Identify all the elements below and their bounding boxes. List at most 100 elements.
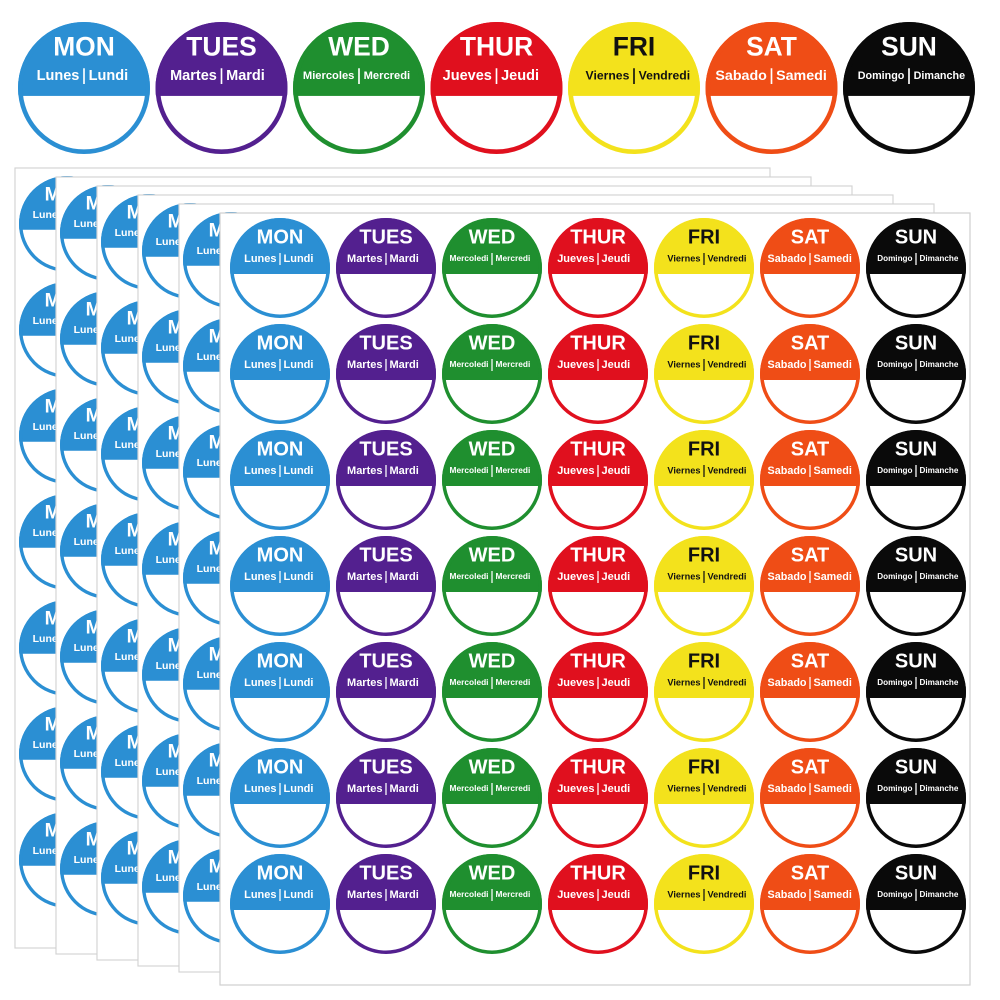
sticker: THUR Jueves Jeudi bbox=[430, 22, 563, 154]
sticker-left: Domingo bbox=[858, 70, 905, 82]
sticker-border bbox=[654, 324, 754, 424]
sticker: THUR Jueves Jeudi bbox=[548, 430, 648, 530]
sticker-day: FRI bbox=[688, 438, 720, 460]
sticker-right: Jeudi bbox=[602, 253, 631, 265]
sticker-border bbox=[760, 218, 860, 318]
sticker: TUES Martes Mardi bbox=[336, 218, 436, 318]
sticker: SUN Domingo Dimanche bbox=[842, 22, 975, 154]
sticker-left: Viernes bbox=[667, 253, 700, 263]
sticker-right: Mercredi bbox=[496, 465, 531, 475]
sticker: WED Mercoledi Mercredi bbox=[442, 324, 542, 424]
sticker: FRI Viernes Vendredi bbox=[654, 430, 754, 530]
sticker-left: Sabado bbox=[768, 253, 807, 265]
sticker-right: Mardi bbox=[226, 68, 265, 84]
sticker: SUN Domingo Dimanche bbox=[866, 430, 966, 530]
sticker-left: Martes bbox=[347, 571, 382, 583]
sticker: MON Lunes Lundi bbox=[230, 854, 330, 954]
sticker-day: SUN bbox=[895, 756, 937, 778]
sticker-day: MON bbox=[257, 756, 304, 778]
sticker-border bbox=[18, 22, 150, 154]
sticker-left: Jueves bbox=[443, 68, 492, 84]
sticker-day: MON bbox=[257, 226, 304, 248]
sticker-right: Jeudi bbox=[602, 571, 631, 583]
sticker-day: THUR bbox=[570, 332, 626, 354]
sticker-left: Mercoledi bbox=[450, 359, 489, 369]
sticker-border bbox=[654, 748, 754, 848]
sticker-right: Mardi bbox=[390, 465, 419, 477]
sticker: TUES Martes Mardi bbox=[155, 22, 288, 154]
sticker-border bbox=[336, 536, 436, 636]
sticker-right: Mardi bbox=[390, 783, 419, 795]
sticker: TUES Martes Mardi bbox=[336, 536, 436, 636]
sticker-day: FRI bbox=[688, 332, 720, 354]
sticker-border bbox=[654, 218, 754, 318]
sticker-right: Vendredi bbox=[639, 68, 690, 82]
sticker-border bbox=[548, 854, 648, 954]
sticker-left: Martes bbox=[347, 253, 382, 265]
sticker-day: WED bbox=[469, 862, 516, 884]
sticker-right: Samedi bbox=[814, 465, 852, 477]
sticker-right: Vendredi bbox=[708, 783, 747, 793]
sticker-right: Mardi bbox=[390, 677, 419, 689]
sticker-left: Viernes bbox=[667, 571, 700, 581]
sticker-right: Samedi bbox=[814, 359, 852, 371]
sticker-day: WED bbox=[328, 31, 390, 61]
sticker-day: WED bbox=[469, 650, 516, 672]
sticker-right: Samedi bbox=[814, 783, 852, 795]
sticker: TUES Martes Mardi bbox=[336, 854, 436, 954]
sticker-day: FRI bbox=[688, 756, 720, 778]
sticker-right: Lundi bbox=[284, 253, 314, 265]
sticker-border bbox=[866, 854, 966, 954]
sticker-left: Viernes bbox=[667, 783, 700, 793]
sticker-left: Sabado bbox=[768, 571, 807, 583]
sticker-right: Mercredi bbox=[496, 889, 531, 899]
sticker-day: MON bbox=[53, 31, 115, 61]
sticker-right: Dimanche bbox=[920, 360, 959, 369]
sticker-border bbox=[760, 536, 860, 636]
sticker-border bbox=[442, 642, 542, 742]
sticker-right: Dimanche bbox=[920, 890, 959, 899]
sticker-right: Lundi bbox=[284, 359, 314, 371]
sticker-left: Domingo bbox=[877, 678, 912, 687]
sticker-border bbox=[866, 324, 966, 424]
sticker: THUR Jueves Jeudi bbox=[548, 218, 648, 318]
sticker-left: Domingo bbox=[877, 360, 912, 369]
sticker-border bbox=[654, 536, 754, 636]
sticker-right: Vendredi bbox=[708, 571, 747, 581]
sticker-border bbox=[705, 22, 838, 154]
sticker-day: TUES bbox=[359, 862, 412, 884]
sticker-border bbox=[548, 642, 648, 742]
sticker-border bbox=[760, 430, 860, 530]
sticker-day: TUES bbox=[359, 756, 412, 778]
sticker-left: Lunes bbox=[244, 253, 276, 265]
sticker: FRI Viernes Vendredi bbox=[654, 536, 754, 636]
sticker-left: Lunes bbox=[244, 359, 276, 371]
sticker-border bbox=[155, 22, 288, 154]
sticker-border bbox=[336, 218, 436, 318]
sticker-right: Samedi bbox=[814, 889, 852, 901]
sticker-day: THUR bbox=[570, 544, 626, 566]
sticker-right: Mardi bbox=[390, 571, 419, 583]
sticker-right: Jeudi bbox=[602, 783, 631, 795]
sticker-day: SAT bbox=[791, 438, 830, 460]
sticker-left: Mercoledi bbox=[450, 571, 489, 581]
sticker: FRI Viernes Vendredi bbox=[654, 642, 754, 742]
sticker-day: SUN bbox=[895, 226, 937, 248]
sticker: FRI Viernes Vendredi bbox=[567, 22, 700, 154]
sticker-right: Jeudi bbox=[602, 889, 631, 901]
sticker: THUR Jueves Jeudi bbox=[548, 324, 648, 424]
sticker-right: Mercredi bbox=[496, 571, 531, 581]
sticker-border bbox=[230, 430, 330, 530]
sticker: SAT Sabado Samedi bbox=[760, 430, 860, 530]
sticker-left: Viernes bbox=[667, 677, 700, 687]
sticker-day: SAT bbox=[746, 31, 797, 61]
sticker-border bbox=[442, 854, 542, 954]
sticker-border bbox=[230, 748, 330, 848]
sticker-right: Vendredi bbox=[708, 465, 747, 475]
sticker-left: Viernes bbox=[667, 359, 700, 369]
sticker-day: MON bbox=[257, 862, 304, 884]
sticker-border bbox=[866, 536, 966, 636]
sticker-left: Lunes bbox=[37, 68, 80, 84]
sticker: THUR Jueves Jeudi bbox=[548, 854, 648, 954]
sticker-left: Jueves bbox=[557, 889, 594, 901]
